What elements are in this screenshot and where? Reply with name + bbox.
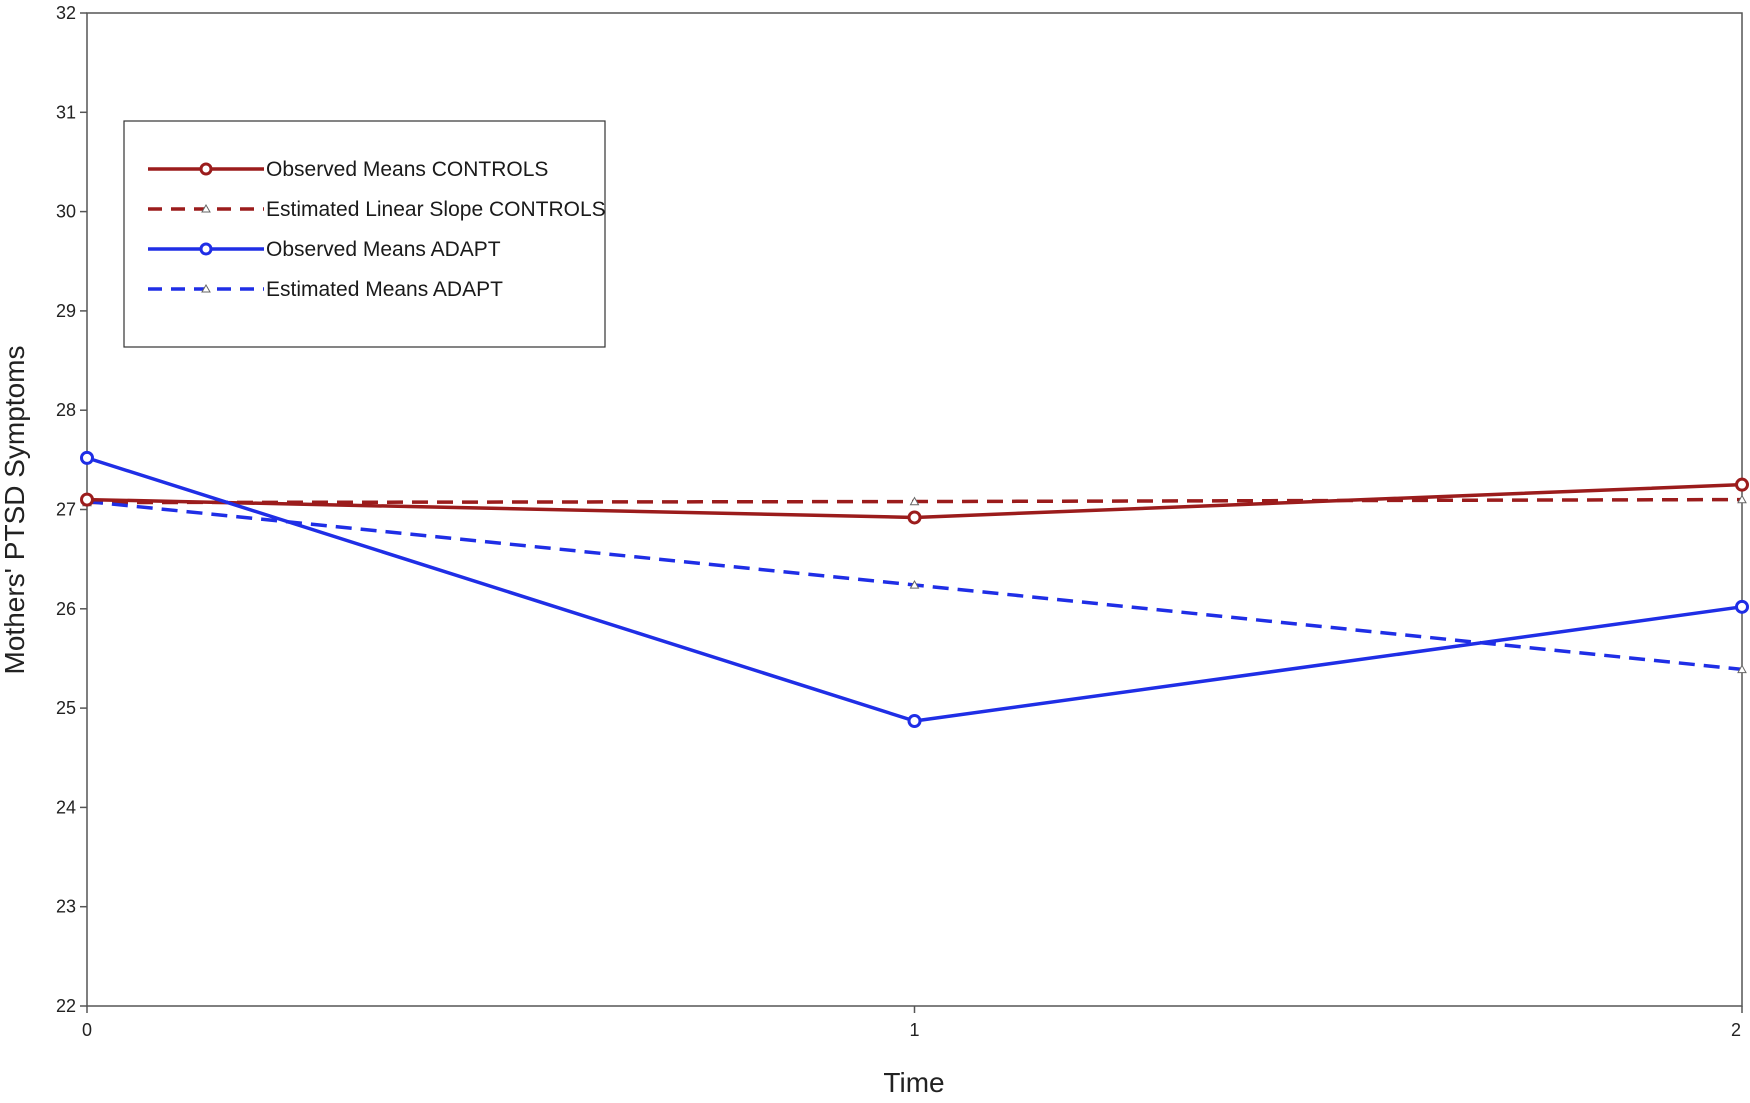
x-axis-ticks: 0 1 2 [82,1006,1743,1040]
data-point [1735,599,1749,614]
legend: Observed Means CONTROLS Estimated Linear … [123,120,606,348]
data-point [1737,494,1747,504]
y-tick-label: 24 [56,797,76,817]
data-point [909,579,920,589]
data-point [1735,477,1749,492]
data-point [909,496,920,506]
x-axis-title: Time [883,1067,944,1098]
x-tick-label: 2 [1731,1020,1741,1040]
legend-label: Observed Means CONTROLS [266,158,548,181]
y-tick-label: 29 [56,301,76,321]
x-tick-label: 0 [82,1020,92,1040]
data-point [907,714,922,729]
y-tick-label: 27 [56,500,76,520]
legend-label: Estimated Linear Slope CONTROLS [266,198,606,221]
legend-swatch-marker [201,283,211,293]
legend-label: Estimated Means ADAPT [266,278,503,301]
data-point [1737,664,1747,674]
legend-swatch-marker [199,242,213,256]
legend-swatch-marker [201,203,211,213]
y-tick-label: 23 [56,897,76,917]
y-tick-label: 28 [56,400,76,420]
legend-label: Observed Means ADAPT [266,238,501,261]
y-tick-label: 31 [56,102,76,122]
y-axis-ticks: 22 23 24 25 26 27 28 29 30 31 32 [56,3,87,1016]
y-tick-label: 25 [56,698,76,718]
data-point [80,450,94,465]
y-tick-label: 22 [56,996,76,1016]
y-tick-label: 30 [56,202,76,222]
y-tick-label: 26 [56,599,76,619]
legend-box [123,120,606,348]
y-axis-title: Mothers' PTSD Symptoms [0,346,30,675]
data-point [80,492,94,507]
series-layer [80,450,1749,729]
y-tick-label: 32 [56,3,76,23]
data-point [907,510,922,525]
legend-swatch-marker [199,162,213,176]
x-tick-label: 1 [909,1020,919,1040]
